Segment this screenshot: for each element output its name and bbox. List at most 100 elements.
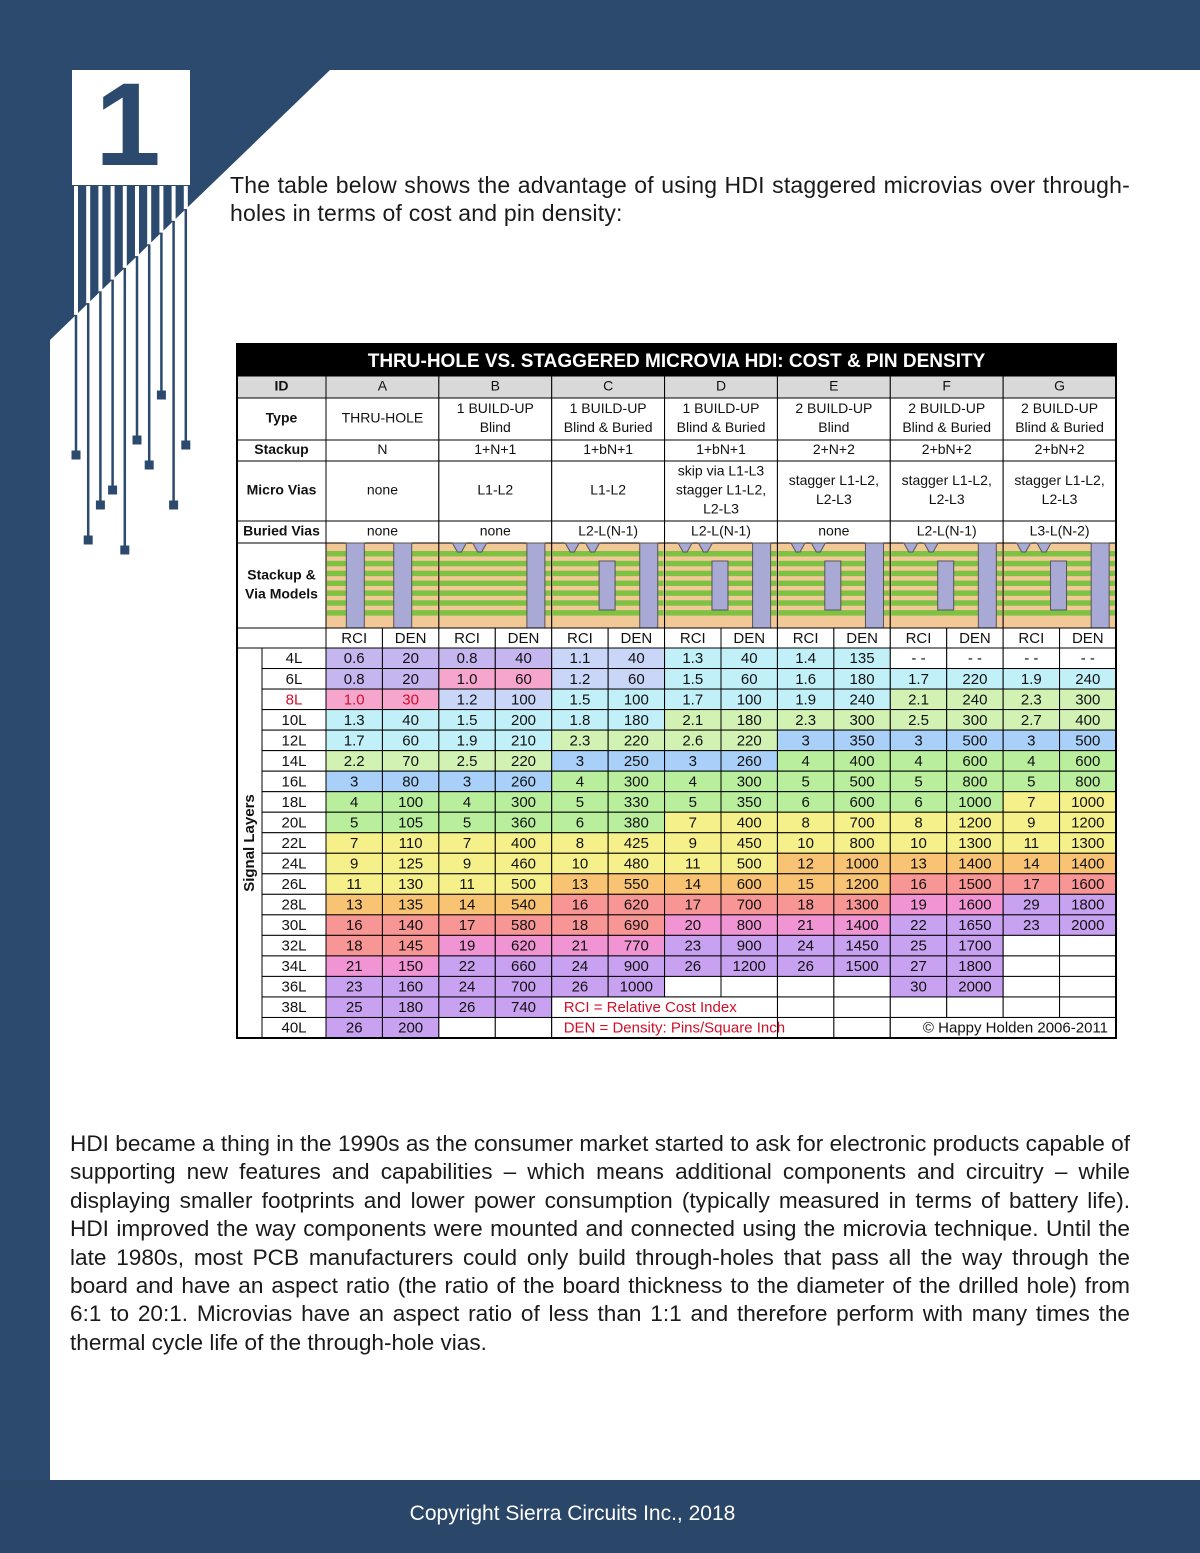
- data-value: 1.3: [682, 650, 703, 667]
- credit: © Happy Holden 2006-2011: [923, 1020, 1108, 1037]
- layer-label: 22L: [281, 835, 306, 852]
- header-text: E: [829, 378, 838, 394]
- data-value: 40: [628, 650, 645, 667]
- data-value: 1.4: [795, 650, 816, 667]
- header-text: 1+bN+1: [583, 441, 633, 457]
- data-value: 540: [511, 897, 536, 914]
- data-value: 7: [689, 814, 697, 831]
- header-text: F: [942, 378, 951, 394]
- microvia: [790, 542, 806, 553]
- data-value: 460: [511, 855, 536, 872]
- data-value: 13: [910, 855, 927, 872]
- data-value: 300: [1075, 691, 1100, 708]
- pad: [71, 450, 81, 460]
- data-value: 14: [684, 876, 701, 893]
- data-cell: [664, 975, 722, 998]
- data-value: 16: [346, 917, 363, 934]
- data-value: 300: [511, 794, 536, 811]
- page-number: 1: [95, 59, 161, 191]
- data-cell: [776, 996, 835, 1018]
- data-value: 5: [350, 814, 358, 831]
- header-text: L2-L3: [703, 501, 739, 517]
- data-value: 500: [511, 876, 536, 893]
- data-value: 26: [797, 958, 814, 975]
- microvia: [1036, 542, 1052, 553]
- data-value: 135: [398, 897, 423, 914]
- layer-label: 16L: [281, 773, 306, 790]
- data-value: 20: [402, 671, 419, 688]
- buried-via: [598, 560, 616, 611]
- data-value: 9: [1027, 814, 1035, 831]
- data-value: 2000: [1071, 917, 1104, 934]
- data-value: 16: [910, 876, 927, 893]
- header-cell: [1002, 397, 1117, 441]
- data-value: 21: [572, 938, 589, 955]
- header-cell: [551, 397, 666, 441]
- subheader: DEN: [395, 630, 427, 647]
- data-value: 600: [850, 794, 875, 811]
- data-value: 600: [737, 876, 762, 893]
- header-text: 1 BUILD-UP: [570, 400, 647, 416]
- header-text: D: [716, 378, 726, 394]
- data-value: 1300: [958, 835, 991, 852]
- data-value: 17: [459, 917, 476, 934]
- layer-band: [778, 610, 890, 616]
- circuit-lines: [71, 186, 191, 555]
- header-text: none: [367, 523, 398, 539]
- data-value: 260: [737, 753, 762, 770]
- data-value: 210: [511, 732, 536, 749]
- data-value: 240: [962, 691, 987, 708]
- data-cell: [1059, 955, 1117, 977]
- data-value: 12: [797, 855, 814, 872]
- data-value: 11: [685, 855, 701, 872]
- header-text: 2 BUILD-UP: [1021, 400, 1098, 416]
- header-text: skip via L1-L3: [678, 463, 765, 479]
- subheader: RCI: [906, 630, 932, 647]
- body-text: HDI became a thing in the 1990s as the c…: [70, 1131, 1130, 1355]
- layer-label: 18L: [281, 794, 306, 811]
- data-value: 105: [398, 814, 423, 831]
- pad: [132, 435, 142, 445]
- data-cell: [1059, 934, 1117, 957]
- layer-band: [439, 580, 551, 586]
- header-cell: [776, 460, 891, 522]
- legend-text: RCI = Relative Cost Index: [564, 999, 737, 1016]
- data-value: 10: [572, 855, 589, 872]
- data-value: 900: [624, 958, 649, 975]
- data-value: 2.2: [344, 753, 365, 770]
- through-via: [526, 542, 546, 629]
- subheader: DEN: [959, 630, 991, 647]
- data-value: 1000: [1071, 794, 1104, 811]
- layer-label: 36L: [281, 979, 306, 996]
- data-value: 18: [572, 917, 589, 934]
- data-value: 110: [399, 835, 423, 852]
- data-value: 30: [910, 979, 927, 996]
- header-text: 2+bN+2: [1035, 441, 1085, 457]
- header-text: none: [480, 523, 511, 539]
- data-value: 400: [737, 814, 762, 831]
- data-value: 450: [737, 835, 762, 852]
- pad: [181, 440, 191, 450]
- data-cell: [1002, 934, 1061, 957]
- data-value: 1.2: [569, 671, 590, 688]
- layer-band: [665, 610, 777, 616]
- layer-band: [1004, 551, 1115, 557]
- data-value: 500: [1075, 732, 1100, 749]
- buried-via: [711, 560, 729, 611]
- data-value: 240: [850, 691, 875, 708]
- data-value: 150: [398, 958, 423, 975]
- data-value: 0.6: [344, 650, 365, 667]
- through-via: [1090, 542, 1110, 629]
- data-value: 22: [910, 917, 927, 934]
- data-value: 40: [402, 712, 419, 729]
- header-text: G: [1054, 378, 1065, 394]
- through-via: [393, 542, 413, 629]
- data-value: 700: [850, 814, 875, 831]
- subheader: RCI: [341, 630, 367, 647]
- header-label: Stackup: [254, 441, 308, 457]
- data-value: 1400: [958, 855, 991, 872]
- header-text: L3-L(N-2): [1030, 523, 1090, 539]
- subheader: RCI: [793, 630, 819, 647]
- layer-label: 14L: [281, 753, 306, 770]
- data-value: 80: [402, 773, 419, 790]
